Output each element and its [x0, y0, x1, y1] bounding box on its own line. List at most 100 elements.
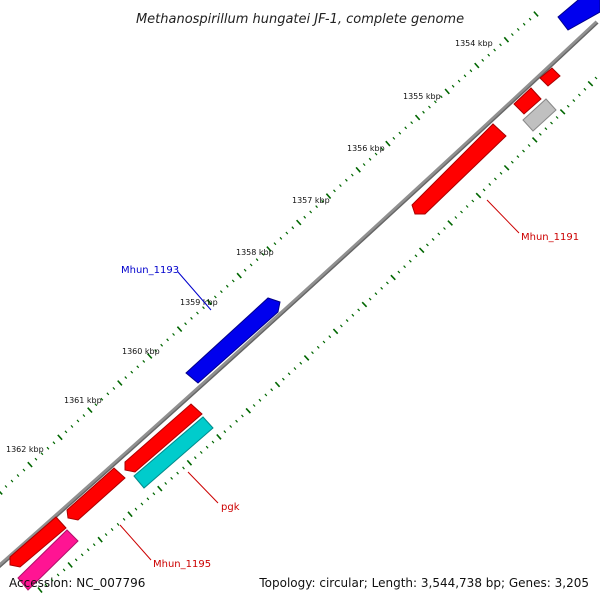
major-tick	[0, 490, 3, 495]
accession-text: Accession: NC_007796	[9, 576, 146, 590]
minor-tick	[184, 322, 187, 326]
cds-pgk[interactable]	[133, 416, 214, 489]
minor-tick	[205, 445, 209, 449]
major-tick	[559, 109, 566, 115]
cds-red-1[interactable]	[124, 403, 203, 473]
minor-tick	[471, 199, 475, 203]
minor-tick	[34, 457, 38, 461]
minor-tick	[249, 263, 253, 267]
minor-tick	[499, 43, 502, 47]
minor-tick	[516, 155, 520, 159]
minor-tick	[176, 471, 179, 475]
minor-tick	[211, 440, 215, 444]
minor-tick	[182, 466, 185, 470]
minor-tick	[339, 324, 343, 328]
minor-tick	[463, 74, 467, 78]
cds-mhun-1191[interactable]	[411, 123, 507, 215]
minor-tick	[315, 205, 318, 209]
major-tick	[361, 301, 368, 308]
minor-tick	[136, 365, 140, 369]
minor-tick	[566, 104, 570, 108]
map-title: Methanospirillum hungatei JF-1, complete…	[136, 12, 464, 27]
topology-text: Topology: circular; Length: 3,544,738 bp…	[259, 576, 589, 590]
major-tick	[157, 485, 163, 492]
minor-tick	[544, 127, 548, 131]
kbp-label-1354: 1354 kbp	[455, 39, 493, 48]
minor-tick	[142, 359, 146, 363]
minor-tick	[146, 497, 150, 501]
minor-tick	[431, 237, 435, 241]
minor-tick	[433, 100, 437, 104]
major-tick	[390, 274, 396, 281]
cds-blue-top[interactable]	[557, 0, 600, 31]
minor-tick	[398, 131, 402, 135]
minor-tick	[374, 292, 378, 296]
major-tick	[587, 80, 594, 87]
minor-tick	[116, 522, 120, 526]
major-tick	[296, 219, 302, 226]
kbp-label-1356: 1356 kbp	[347, 144, 385, 153]
inner-tick-ring	[37, 76, 598, 593]
minor-tick	[219, 290, 223, 294]
minor-tick	[74, 558, 78, 562]
cds-gray[interactable]	[522, 98, 557, 132]
minor-tick	[481, 58, 485, 62]
minor-tick	[469, 69, 473, 73]
major-tick	[245, 407, 251, 414]
minor-tick	[410, 121, 414, 125]
minor-tick	[538, 132, 542, 136]
minor-tick	[510, 160, 514, 164]
minor-tick	[522, 149, 525, 153]
minor-tick	[385, 281, 389, 285]
minor-tick	[225, 284, 229, 288]
minor-tick	[104, 533, 108, 536]
minor-tick	[345, 319, 349, 323]
minor-tick	[287, 372, 291, 376]
minor-tick	[583, 87, 587, 91]
minor-tick	[311, 351, 314, 355]
major-tick	[503, 164, 510, 171]
gene-label-pgk: pgk	[221, 502, 240, 513]
cds-red-2[interactable]	[66, 467, 126, 521]
minor-tick	[454, 216, 458, 219]
minor-tick	[428, 105, 431, 109]
major-tick	[146, 353, 153, 359]
minor-tick	[404, 126, 408, 130]
minor-tick	[439, 95, 443, 99]
cds-red-small-1[interactable]	[539, 67, 561, 87]
cds-red-small-2[interactable]	[513, 87, 542, 115]
minor-tick	[70, 424, 74, 428]
minor-tick	[130, 370, 134, 374]
cds-mhun-1193[interactable]	[185, 297, 281, 384]
minor-tick	[154, 349, 158, 353]
major-tick	[57, 434, 63, 441]
major-tick	[325, 193, 332, 200]
major-tick	[533, 11, 539, 17]
major-tick	[355, 166, 361, 173]
minor-tick	[414, 254, 418, 258]
minor-tick	[299, 361, 303, 365]
minor-tick	[322, 340, 326, 344]
minor-tick	[76, 419, 80, 423]
minor-tick	[124, 376, 128, 380]
minor-tick	[403, 265, 406, 269]
leader-mhun-1191	[486, 199, 520, 234]
minor-tick	[392, 136, 396, 140]
minor-tick	[457, 79, 461, 83]
cds-pink[interactable]	[17, 529, 79, 591]
minor-tick	[170, 476, 174, 480]
minor-tick	[10, 479, 14, 483]
major-tick	[97, 536, 103, 543]
minor-tick	[166, 338, 169, 342]
minor-tick	[528, 17, 532, 21]
minor-tick	[62, 568, 66, 572]
minor-tick	[106, 392, 110, 396]
minor-tick	[465, 205, 469, 208]
minor-tick	[380, 147, 384, 151]
cds-mhun-1195[interactable]	[9, 516, 67, 568]
minor-tick	[92, 543, 96, 547]
minor-tick	[86, 548, 90, 552]
minor-tick	[213, 295, 217, 299]
minor-tick	[443, 227, 446, 230]
